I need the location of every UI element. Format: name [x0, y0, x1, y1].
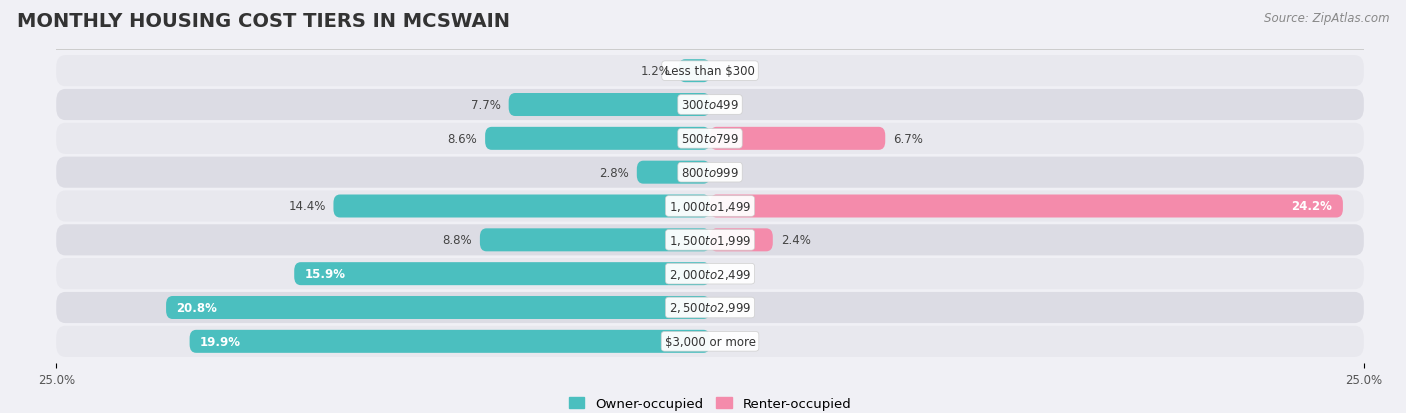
FancyBboxPatch shape — [479, 229, 710, 252]
FancyBboxPatch shape — [710, 128, 886, 150]
FancyBboxPatch shape — [56, 292, 1364, 323]
FancyBboxPatch shape — [190, 330, 710, 353]
FancyBboxPatch shape — [56, 123, 1364, 154]
Text: 20.8%: 20.8% — [177, 301, 218, 314]
FancyBboxPatch shape — [56, 56, 1364, 87]
Text: $2,000 to $2,499: $2,000 to $2,499 — [669, 267, 751, 281]
Text: 14.4%: 14.4% — [288, 200, 326, 213]
Text: Less than $300: Less than $300 — [665, 65, 755, 78]
Text: $1,500 to $1,999: $1,500 to $1,999 — [669, 233, 751, 247]
Text: $500 to $799: $500 to $799 — [681, 133, 740, 145]
FancyBboxPatch shape — [637, 161, 710, 184]
Text: 1.2%: 1.2% — [641, 65, 671, 78]
FancyBboxPatch shape — [166, 296, 710, 319]
Text: 2.8%: 2.8% — [599, 166, 628, 179]
FancyBboxPatch shape — [485, 128, 710, 150]
Text: 8.8%: 8.8% — [443, 234, 472, 247]
FancyBboxPatch shape — [679, 60, 710, 83]
Legend: Owner-occupied, Renter-occupied: Owner-occupied, Renter-occupied — [568, 397, 852, 410]
FancyBboxPatch shape — [333, 195, 710, 218]
FancyBboxPatch shape — [710, 195, 1343, 218]
FancyBboxPatch shape — [710, 229, 773, 252]
FancyBboxPatch shape — [56, 225, 1364, 256]
Text: $1,000 to $1,499: $1,000 to $1,499 — [669, 199, 751, 214]
FancyBboxPatch shape — [56, 191, 1364, 222]
FancyBboxPatch shape — [56, 259, 1364, 290]
Text: $300 to $499: $300 to $499 — [681, 99, 740, 112]
Text: MONTHLY HOUSING COST TIERS IN MCSWAIN: MONTHLY HOUSING COST TIERS IN MCSWAIN — [17, 12, 510, 31]
FancyBboxPatch shape — [56, 326, 1364, 357]
FancyBboxPatch shape — [294, 263, 710, 285]
Text: 2.4%: 2.4% — [780, 234, 810, 247]
FancyBboxPatch shape — [509, 94, 710, 117]
Text: 8.6%: 8.6% — [447, 133, 477, 145]
FancyBboxPatch shape — [56, 90, 1364, 121]
Text: 24.2%: 24.2% — [1292, 200, 1333, 213]
Text: $800 to $999: $800 to $999 — [681, 166, 740, 179]
Text: 19.9%: 19.9% — [200, 335, 240, 348]
Text: 15.9%: 15.9% — [305, 268, 346, 280]
Text: Source: ZipAtlas.com: Source: ZipAtlas.com — [1264, 12, 1389, 25]
FancyBboxPatch shape — [56, 157, 1364, 188]
Text: $3,000 or more: $3,000 or more — [665, 335, 755, 348]
Text: $2,500 to $2,999: $2,500 to $2,999 — [669, 301, 751, 315]
Text: 6.7%: 6.7% — [893, 133, 922, 145]
Text: 7.7%: 7.7% — [471, 99, 501, 112]
